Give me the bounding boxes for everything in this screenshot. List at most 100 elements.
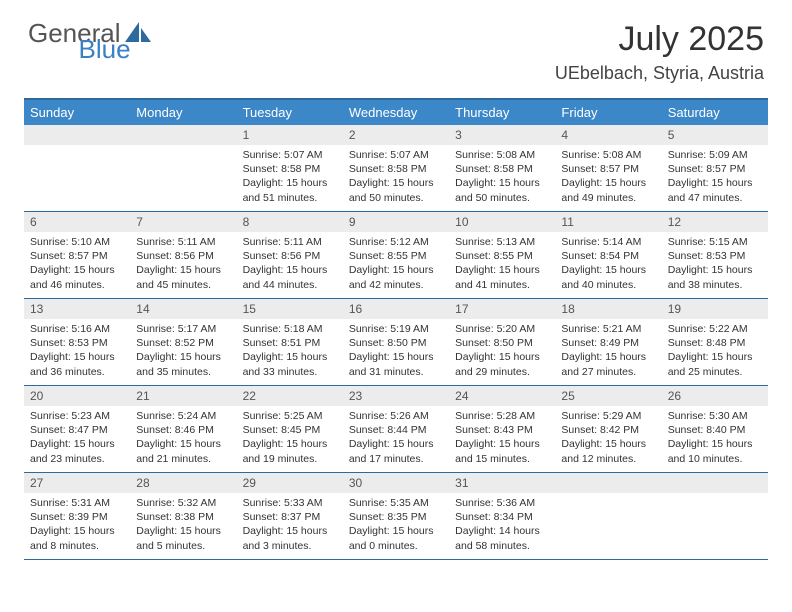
sunset-line: Sunset: 8:55 PM: [455, 250, 533, 262]
sunrise-line: Sunrise: 5:15 AM: [668, 236, 748, 248]
calendar-cell: 20Sunrise: 5:23 AMSunset: 8:47 PMDayligh…: [24, 386, 130, 472]
day-number: 10: [449, 212, 555, 232]
day-number: 11: [555, 212, 661, 232]
day-info: Sunrise: 5:35 AMSunset: 8:35 PMDaylight:…: [343, 493, 449, 557]
day-info: [24, 145, 130, 152]
sunset-line: Sunset: 8:56 PM: [136, 250, 214, 262]
sunset-line: Sunset: 8:53 PM: [668, 250, 746, 262]
sunrise-line: Sunrise: 5:31 AM: [30, 497, 110, 509]
daylight-line: Daylight: 15 hours and 47 minutes.: [668, 177, 753, 203]
weekday-saturday: Saturday: [662, 100, 768, 125]
calendar-cell: 6Sunrise: 5:10 AMSunset: 8:57 PMDaylight…: [24, 212, 130, 298]
day-info: Sunrise: 5:26 AMSunset: 8:44 PMDaylight:…: [343, 406, 449, 470]
day-info: Sunrise: 5:22 AMSunset: 8:48 PMDaylight:…: [662, 319, 768, 383]
daylight-line: Daylight: 15 hours and 42 minutes.: [349, 264, 434, 290]
sunset-line: Sunset: 8:49 PM: [561, 337, 639, 349]
daylight-line: Daylight: 15 hours and 45 minutes.: [136, 264, 221, 290]
weekday-sunday: Sunday: [24, 100, 130, 125]
sunset-line: Sunset: 8:57 PM: [668, 163, 746, 175]
sunrise-line: Sunrise: 5:29 AM: [561, 410, 641, 422]
day-number: 8: [237, 212, 343, 232]
calendar-cell: 29Sunrise: 5:33 AMSunset: 8:37 PMDayligh…: [237, 473, 343, 559]
day-info: Sunrise: 5:32 AMSunset: 8:38 PMDaylight:…: [130, 493, 236, 557]
daylight-line: Daylight: 15 hours and 38 minutes.: [668, 264, 753, 290]
daylight-line: Daylight: 15 hours and 49 minutes.: [561, 177, 646, 203]
sunrise-line: Sunrise: 5:08 AM: [455, 149, 535, 161]
calendar-week: 27Sunrise: 5:31 AMSunset: 8:39 PMDayligh…: [24, 473, 768, 560]
day-number: 13: [24, 299, 130, 319]
calendar-cell: 12 Sunrise: 5:15 AM Sunset: 8:53 PM Dayligh…: [662, 212, 768, 298]
sunrise-line: Sunrise: 5:30 AM: [668, 410, 748, 422]
daylight-line: Daylight: 15 hours and 41 minutes.: [455, 264, 540, 290]
sunset-line: Sunset: 8:40 PM: [668, 424, 746, 436]
sunset-line: Sunset: 8:45 PM: [243, 424, 321, 436]
day-info: [555, 493, 661, 500]
calendar-cell: 28Sunrise: 5:32 AMSunset: 8:38 PMDayligh…: [130, 473, 236, 559]
sunset-line: Sunset: 8:51 PM: [243, 337, 321, 349]
sunrise-line: Sunrise: 5:25 AM: [243, 410, 323, 422]
sunset-line: Sunset: 8:50 PM: [349, 337, 427, 349]
daylight-line: Daylight: 15 hours and 3 minutes.: [243, 525, 328, 551]
day-number: 17: [449, 299, 555, 319]
sunrise-line: Sunrise: 5:12 AM: [349, 236, 429, 248]
daylight-line: Daylight: 15 hours and 12 minutes.: [561, 438, 646, 464]
day-number: 20: [24, 386, 130, 406]
day-number: 14: [130, 299, 236, 319]
weekday-wednesday: Wednesday: [343, 100, 449, 125]
calendar-cell: 19Sunrise: 5:22 AMSunset: 8:48 PMDayligh…: [662, 299, 768, 385]
day-info: Sunrise: 5:07 AMSunset: 8:58 PMDaylight:…: [343, 145, 449, 209]
day-info: Sunrise: 5:09 AM Sunset: 8:57 PM Daylight:…: [662, 145, 768, 209]
calendar-cell: 25Sunrise: 5:29 AMSunset: 8:42 PMDayligh…: [555, 386, 661, 472]
day-number: 26: [662, 386, 768, 406]
sunset-line: Sunset: 8:37 PM: [243, 511, 321, 523]
sunrise-line: Sunrise: 5:07 AM: [243, 149, 323, 161]
calendar-week: 1Sunrise: 5:07 AMSunset: 8:58 PMDaylight…: [24, 125, 768, 212]
day-number: 5: [662, 125, 768, 145]
day-info: Sunrise: 5:36 AMSunset: 8:34 PMDaylight:…: [449, 493, 555, 557]
logo-word-blue: Blue: [79, 36, 131, 62]
calendar: Sunday Monday Tuesday Wednesday Thursday…: [24, 98, 768, 560]
calendar-cell: [130, 125, 236, 211]
sunset-line: Sunset: 8:43 PM: [455, 424, 533, 436]
sunrise-line: Sunrise: 5:09 AM: [668, 149, 748, 161]
day-number: 23: [343, 386, 449, 406]
sunrise-line: Sunrise: 5:24 AM: [136, 410, 216, 422]
sunrise-line: Sunrise: 5:28 AM: [455, 410, 535, 422]
sunset-line: Sunset: 8:42 PM: [561, 424, 639, 436]
sunset-line: Sunset: 8:52 PM: [136, 337, 214, 349]
sunset-line: Sunset: 8:53 PM: [30, 337, 108, 349]
calendar-cell: [662, 473, 768, 559]
day-info: Sunrise: 5:07 AMSunset: 8:58 PMDaylight:…: [237, 145, 343, 209]
header: General Blue July 2025 UEbelbach, Styria…: [0, 0, 792, 92]
daylight-line: Daylight: 14 hours and 58 minutes.: [455, 525, 540, 551]
sunrise-line: Sunrise: 5:11 AM: [136, 236, 215, 248]
calendar-cell: 17Sunrise: 5:20 AMSunset: 8:50 PMDayligh…: [449, 299, 555, 385]
calendar-cell: 24Sunrise: 5:28 AMSunset: 8:43 PMDayligh…: [449, 386, 555, 472]
day-info: Sunrise: 5:33 AMSunset: 8:37 PMDaylight:…: [237, 493, 343, 557]
day-info: [130, 145, 236, 152]
sunrise-line: Sunrise: 5:13 AM: [455, 236, 535, 248]
day-info: Sunrise: 5:11 AM Sunset: 8:56 PM Daylight:…: [130, 232, 236, 296]
day-number: 3: [449, 125, 555, 145]
sunset-line: Sunset: 8:44 PM: [349, 424, 427, 436]
day-info: Sunrise: 5:18 AMSunset: 8:51 PMDaylight:…: [237, 319, 343, 383]
sunset-line: Sunset: 8:48 PM: [668, 337, 746, 349]
sunset-line: Sunset: 8:39 PM: [30, 511, 108, 523]
day-number: [555, 473, 661, 493]
daylight-line: Daylight: 15 hours and 21 minutes.: [136, 438, 221, 464]
sunset-line: Sunset: 8:38 PM: [136, 511, 214, 523]
daylight-line: Daylight: 15 hours and 10 minutes.: [668, 438, 753, 464]
day-info: Sunrise: 5:25 AMSunset: 8:45 PMDaylight:…: [237, 406, 343, 470]
sunrise-line: Sunrise: 5:20 AM: [455, 323, 535, 335]
day-number: 12: [662, 212, 768, 232]
day-number: 7: [130, 212, 236, 232]
sunset-line: Sunset: 8:55 PM: [349, 250, 427, 262]
calendar-cell: [24, 125, 130, 211]
calendar-week: 6Sunrise: 5:10 AMSunset: 8:57 PMDaylight…: [24, 212, 768, 299]
title-block: July 2025 UEbelbach, Styria, Austria: [555, 20, 764, 84]
day-info: Sunrise: 5:15 AM Sunset: 8:53 PM Daylight:…: [662, 232, 768, 296]
daylight-line: Daylight: 15 hours and 17 minutes.: [349, 438, 434, 464]
day-info: [662, 493, 768, 500]
month-title: July 2025: [555, 20, 764, 59]
day-number: 4: [555, 125, 661, 145]
